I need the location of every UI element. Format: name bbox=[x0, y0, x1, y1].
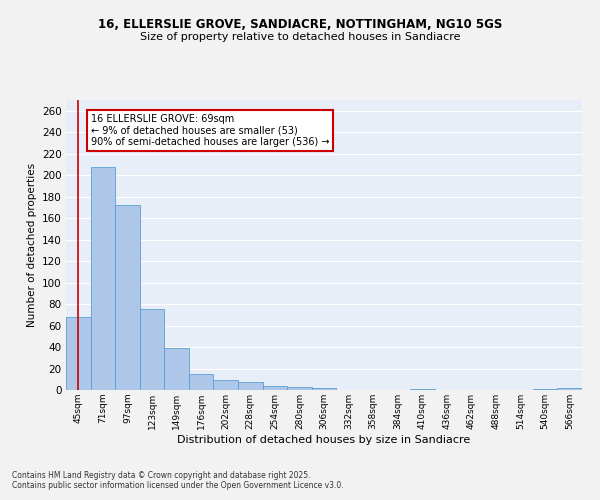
Bar bbox=[214, 380, 238, 390]
Bar bbox=[189, 374, 214, 390]
X-axis label: Distribution of detached houses by size in Sandiacre: Distribution of detached houses by size … bbox=[178, 434, 470, 444]
Bar bbox=[238, 382, 263, 390]
Text: 16, ELLERSLIE GROVE, SANDIACRE, NOTTINGHAM, NG10 5GS: 16, ELLERSLIE GROVE, SANDIACRE, NOTTINGH… bbox=[98, 18, 502, 30]
Text: Size of property relative to detached houses in Sandiacre: Size of property relative to detached ho… bbox=[140, 32, 460, 42]
Bar bbox=[410, 389, 434, 390]
Bar bbox=[557, 388, 582, 390]
Bar bbox=[164, 348, 189, 390]
Bar bbox=[287, 387, 312, 390]
Bar bbox=[140, 310, 164, 390]
Bar bbox=[533, 389, 557, 390]
Text: Contains HM Land Registry data © Crown copyright and database right 2025.
Contai: Contains HM Land Registry data © Crown c… bbox=[12, 470, 344, 490]
Bar bbox=[91, 166, 115, 390]
Bar bbox=[263, 386, 287, 390]
Text: 16 ELLERSLIE GROVE: 69sqm
← 9% of detached houses are smaller (53)
90% of semi-d: 16 ELLERSLIE GROVE: 69sqm ← 9% of detach… bbox=[91, 114, 329, 147]
Bar bbox=[66, 317, 91, 390]
Bar bbox=[115, 206, 140, 390]
Y-axis label: Number of detached properties: Number of detached properties bbox=[26, 163, 37, 327]
Bar bbox=[312, 388, 336, 390]
